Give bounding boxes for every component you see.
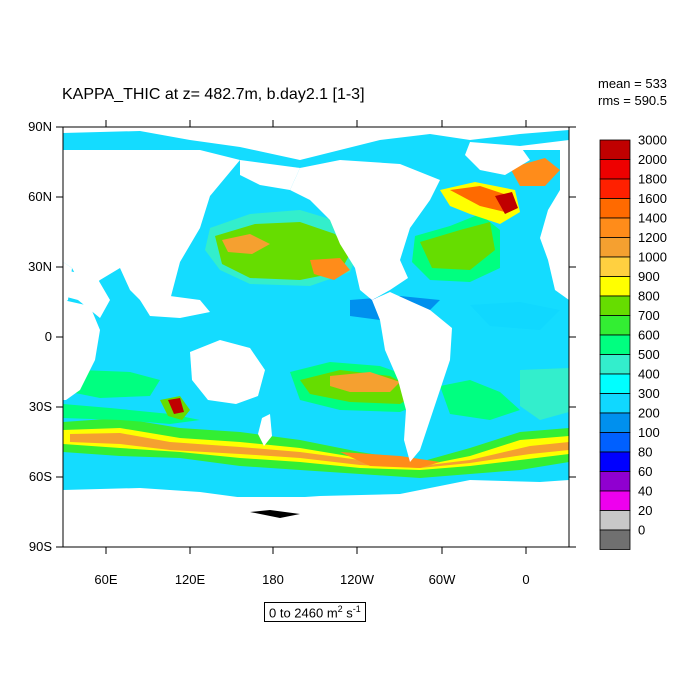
colorbar-label-14: 200: [638, 406, 660, 421]
lat-ticks: [56, 126, 576, 548]
land-asia: [63, 150, 240, 310]
colorbar-label-3: 1600: [638, 191, 667, 206]
lon-label-0: 0: [522, 572, 529, 587]
lat-label-30s: 30S: [29, 399, 52, 414]
lon-ticks: [105, 120, 527, 554]
colorbar-swatch-4: [599, 217, 631, 238]
colorbar-label-13: 300: [638, 386, 660, 401]
colorbar-swatch-10: [599, 334, 631, 355]
colorbar-label-1: 2000: [638, 152, 667, 167]
lat-label-60n: 60N: [28, 189, 52, 204]
lat-label-90n: 90N: [28, 119, 52, 134]
colorbar-label-16: 80: [638, 445, 652, 460]
colorbar-swatch-5: [599, 237, 631, 258]
colorbar-label-0: 3000: [638, 133, 667, 148]
colorbar-label-8: 800: [638, 289, 660, 304]
colorbar-label-19: 20: [638, 503, 652, 518]
land-antarctica: [63, 497, 569, 547]
lon-labels: 60E 120E 180 120W 60W 0: [94, 572, 529, 587]
colorbar-label-7: 900: [638, 269, 660, 284]
colorbar-swatch-14: [599, 412, 631, 433]
range-text: 0 to 2460 m: [269, 605, 338, 621]
range-sup-2: -1: [352, 604, 361, 614]
colorbar-swatch-6: [599, 256, 631, 277]
map-title: KAPPA_THIC at z= 482.7m, b.day2.1 [1-3]: [62, 86, 365, 103]
range-box: 0 to 2460 m2 s-1: [264, 602, 366, 623]
colorbar-swatch-19: [599, 510, 631, 531]
lat-label-60s: 60S: [29, 469, 52, 484]
colorbar-label-10: 600: [638, 328, 660, 343]
lon-label-60e: 60E: [94, 572, 117, 587]
lon-label-120w: 120W: [340, 572, 375, 587]
colorbar-swatch-13: [599, 393, 631, 414]
land-south-america: [372, 292, 452, 462]
mean-label: mean = 533: [598, 76, 668, 91]
map-plot-area: [63, 127, 569, 547]
colorbar-label-17: 60: [638, 464, 652, 479]
colorbar-label-15: 100: [638, 425, 660, 440]
colorbar-label-20: 0: [638, 523, 645, 538]
land-australia: [190, 340, 265, 404]
colorbar-swatch-3: [599, 198, 631, 219]
lon-label-180: 180: [262, 572, 284, 587]
colorbar-label-12: 400: [638, 367, 660, 382]
lat-label-90s: 90S: [29, 539, 52, 554]
colorbar-swatch-20: [599, 529, 631, 550]
colorbar-label-4: 1400: [638, 211, 667, 226]
colorbar-label-18: 40: [638, 484, 652, 499]
colorbar-swatch-8: [599, 295, 631, 316]
colorbar-label-2: 1800: [638, 172, 667, 187]
lon-label-120e: 120E: [175, 572, 206, 587]
lat-label-30n: 30N: [28, 259, 52, 274]
colorbar-swatch-9: [599, 315, 631, 336]
lat-labels: 90N 60N 30N 0 30S 60S 90S: [28, 119, 52, 554]
colorbar-label-5: 1200: [638, 230, 667, 245]
lon-label-60w: 60W: [429, 572, 456, 587]
colorbar-swatch-2: [599, 178, 631, 199]
colorbar-swatch-7: [599, 276, 631, 297]
colorbar-label-9: 700: [638, 308, 660, 323]
colorbar-swatch-11: [599, 354, 631, 375]
colorbar-swatch-0: [599, 139, 631, 160]
colorbar-swatch-15: [599, 432, 631, 453]
colorbar-swatch-12: [599, 373, 631, 394]
colorbar: 3000200018001600140012001000900800700600…: [599, 133, 667, 550]
colorbar-swatch-1: [599, 159, 631, 180]
colorbar-swatch-18: [599, 490, 631, 511]
colorbar-swatch-17: [599, 471, 631, 492]
lat-label-0: 0: [45, 329, 52, 344]
colorbar-swatch-16: [599, 451, 631, 472]
land-north-america: [290, 160, 440, 300]
range-mid: s: [342, 605, 353, 621]
rms-label: rms = 590.5: [598, 93, 668, 108]
colorbar-label-6: 1000: [638, 250, 667, 265]
range-sup-1: 2: [337, 604, 343, 614]
colorbar-label-11: 500: [638, 347, 660, 362]
